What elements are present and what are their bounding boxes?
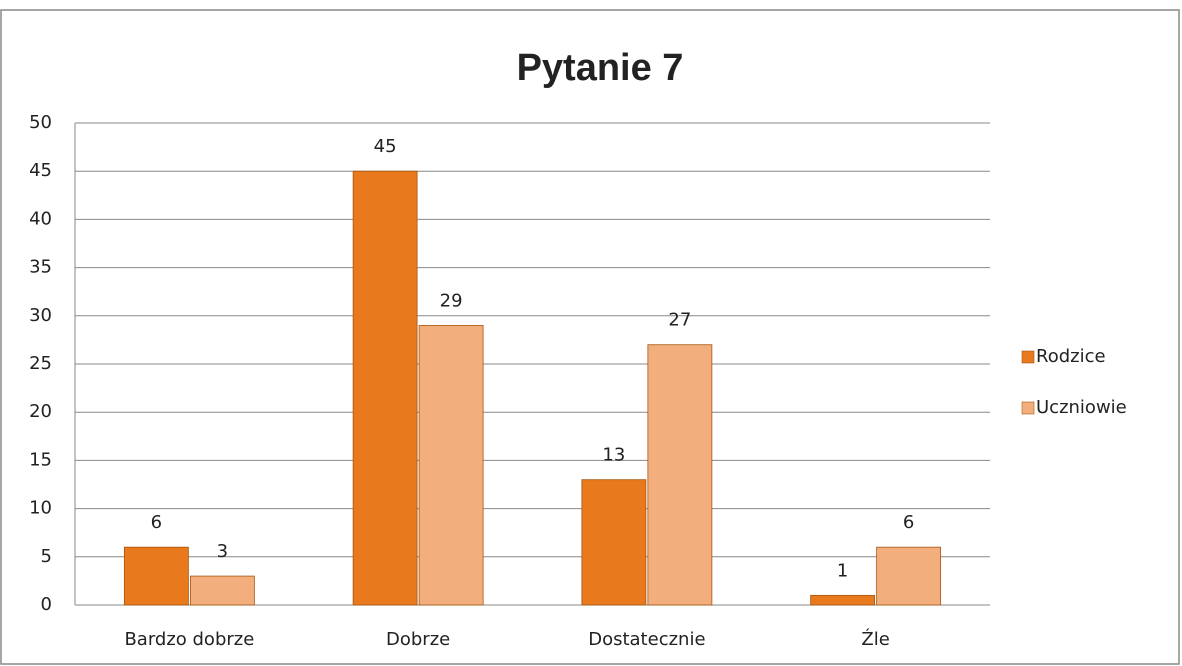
- y-tick-label: 50: [29, 112, 52, 133]
- data-label: 1: [837, 560, 848, 581]
- data-label: 6: [151, 512, 162, 533]
- legend-label: Uczniowie: [1036, 397, 1127, 418]
- x-tick-label: Bardzo dobrze: [124, 629, 254, 650]
- y-tick-label: 25: [29, 353, 52, 374]
- bar: [123, 546, 189, 606]
- y-tick-label: 45: [29, 160, 52, 181]
- y-tick-label: 35: [29, 257, 52, 278]
- bar: [581, 479, 647, 606]
- data-label: 6: [903, 512, 914, 533]
- bar: [352, 170, 418, 606]
- data-label: 29: [440, 290, 463, 311]
- data-label: 13: [602, 445, 625, 466]
- x-tick-label: Dobrze: [386, 629, 450, 650]
- y-tick-label: 0: [41, 594, 52, 615]
- y-tick-label: 40: [29, 208, 52, 229]
- data-label: 45: [374, 136, 397, 157]
- y-tick-label: 10: [29, 498, 52, 519]
- y-tick-label: 5: [41, 546, 52, 567]
- bar: [810, 594, 876, 606]
- data-label: 3: [217, 541, 228, 562]
- bar: [876, 546, 942, 606]
- data-label: 27: [668, 310, 691, 331]
- y-tick-label: 20: [29, 401, 52, 422]
- legend-label: Rodzice: [1036, 346, 1106, 367]
- bar: [418, 325, 484, 606]
- bar: [189, 575, 255, 606]
- bar: [647, 344, 713, 606]
- legend-swatch: [1021, 350, 1035, 364]
- y-tick-label: 30: [29, 305, 52, 326]
- chart-title: Pytanie 7: [517, 47, 684, 89]
- x-tick-label: Źle: [861, 628, 889, 650]
- y-tick-label: 15: [29, 449, 52, 470]
- x-tick-label: Dostatecznie: [588, 629, 705, 650]
- legend-swatch: [1021, 401, 1035, 415]
